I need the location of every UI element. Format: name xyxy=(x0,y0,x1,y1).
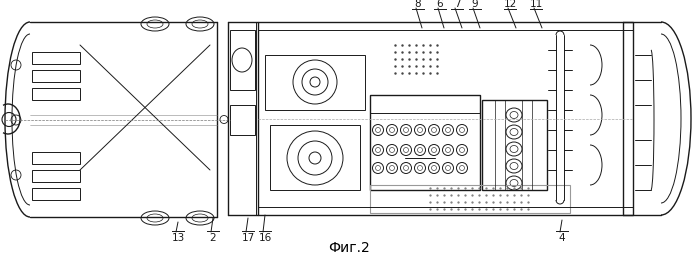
Bar xyxy=(32,152,80,164)
Bar xyxy=(32,188,80,200)
Text: 16: 16 xyxy=(259,233,272,243)
Text: 12: 12 xyxy=(503,0,517,9)
Text: 8: 8 xyxy=(415,0,421,9)
Bar xyxy=(370,185,570,213)
Bar xyxy=(258,22,633,215)
Bar xyxy=(370,95,480,113)
Bar xyxy=(370,95,480,190)
Text: 4: 4 xyxy=(559,233,565,243)
Bar xyxy=(265,55,365,110)
Text: 17: 17 xyxy=(241,233,254,243)
Bar xyxy=(230,30,255,90)
Text: Фиг.2: Фиг.2 xyxy=(328,241,370,255)
Text: 13: 13 xyxy=(171,233,185,243)
Text: 11: 11 xyxy=(529,0,542,9)
Text: 2: 2 xyxy=(210,233,216,243)
Bar xyxy=(230,105,255,135)
Bar xyxy=(32,70,80,82)
Text: 9: 9 xyxy=(472,0,478,9)
Bar xyxy=(270,125,360,190)
Bar xyxy=(32,170,80,182)
Text: 6: 6 xyxy=(437,0,443,9)
Bar xyxy=(32,88,80,100)
Text: 7: 7 xyxy=(454,0,461,9)
Bar xyxy=(482,100,547,190)
Bar xyxy=(32,52,80,64)
